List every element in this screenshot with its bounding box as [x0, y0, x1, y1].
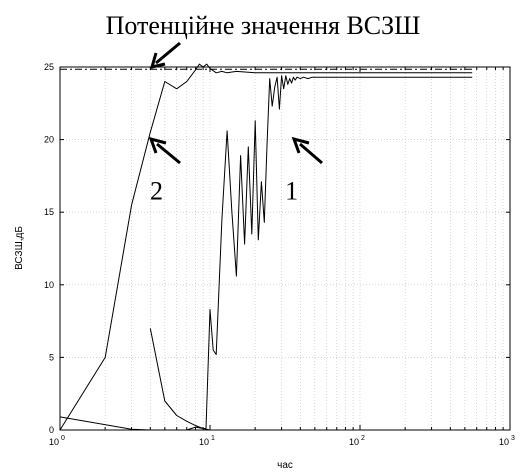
grid [59, 66, 511, 431]
x-tick-label: 10 1 [199, 435, 215, 447]
x-tick-label: 10 0 [49, 435, 65, 447]
arrow-series-1 [299, 142, 323, 165]
arrow-series-2-head [148, 136, 167, 154]
axis-ticks: 0 5 10 15 20 25 10 0 10 1 10 2 10 3 [44, 62, 515, 447]
chart-title: Потенційне значення ВСЗШ [106, 11, 421, 40]
series-line-1 [59, 75, 473, 431]
arrow-potential-head [149, 52, 166, 70]
y-tick-label: 20 [44, 135, 54, 145]
plot-frame [59, 66, 511, 431]
y-tick-label: 15 [44, 207, 54, 217]
arrow-series-1-head [291, 136, 310, 154]
x-tick-label: 10 2 [349, 435, 365, 447]
series-line-peak [149, 328, 211, 431]
arrow-series-2 [156, 142, 181, 165]
x-tick-label: 10 3 [499, 435, 515, 447]
y-axis-label: ВСЗШ,дБ [14, 226, 25, 270]
y-tick-label: 5 [49, 352, 54, 362]
x-axis-label: час [277, 460, 293, 471]
annotation-series-2: 2 [150, 176, 163, 205]
y-tick-label: 25 [44, 62, 54, 72]
arrows [148, 41, 323, 165]
series-group [59, 63, 473, 431]
y-tick-label: 10 [44, 280, 54, 290]
arrow-potential [155, 41, 181, 65]
y-tick-label: 0 [49, 425, 54, 435]
series-line-2 [59, 63, 473, 431]
annotation-series-1: 1 [285, 176, 298, 205]
